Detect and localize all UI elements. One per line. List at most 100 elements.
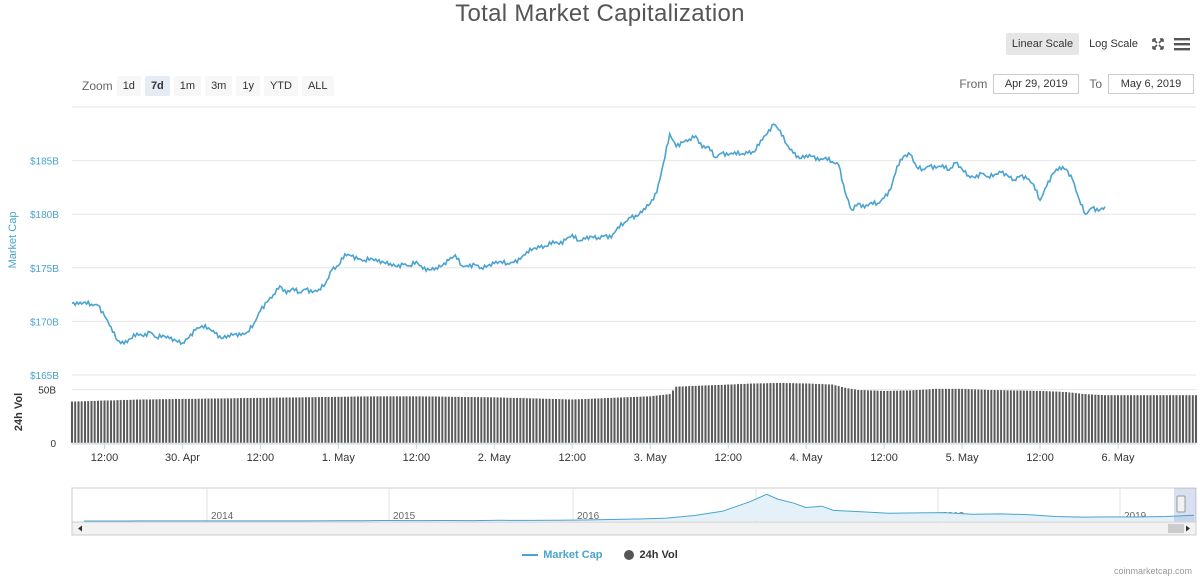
linear-scale-button[interactable]: Linear Scale — [1005, 33, 1080, 55]
volume-bar — [515, 397, 519, 444]
volume-bar — [967, 388, 971, 444]
volume-bar — [762, 382, 766, 444]
volume-bar — [294, 397, 298, 444]
volume-bar — [395, 395, 399, 444]
volume-bar — [544, 398, 548, 444]
volume-bar — [593, 398, 597, 444]
volume-bar — [434, 396, 438, 444]
zoom-1d-button[interactable]: 1d — [116, 76, 141, 96]
volume-tick-label: 50B — [38, 386, 56, 397]
navigator[interactable]: 201420152016201720182019 — [71, 487, 1197, 536]
zoom-ytd-button[interactable]: YTD — [263, 76, 298, 96]
zoom-all-button[interactable]: ALL — [301, 76, 334, 96]
navigator-scrollbar[interactable] — [71, 521, 1197, 536]
volume-bar — [847, 387, 850, 444]
legend-volume[interactable]: 24h Vol — [624, 549, 678, 561]
navigator-handle[interactable] — [1176, 495, 1186, 513]
scrollbar-thumb[interactable] — [1168, 524, 1184, 533]
x-tick-label: 12:00 — [403, 452, 431, 464]
volume-bar — [554, 398, 558, 444]
volume-bar — [450, 396, 454, 444]
volume-bar — [197, 398, 201, 444]
market-cap-chart[interactable]: $165B $170B $175B $180B $185B Market Cap 0 50… — [0, 0, 1200, 545]
x-tick-label: 4. May — [790, 452, 824, 464]
from-date-input[interactable]: Apr 29, 2019 — [993, 74, 1080, 94]
volume-bar — [684, 385, 688, 444]
volume-bar — [1048, 390, 1052, 444]
volume-bar — [219, 398, 223, 444]
zoom-1m-button[interactable]: 1m — [173, 76, 202, 96]
volume-bar — [827, 384, 831, 444]
volume-bar — [1110, 394, 1113, 444]
volume-bar — [476, 396, 480, 444]
volume-bar — [687, 385, 691, 444]
volume-bar — [193, 398, 197, 444]
volume-bar — [320, 396, 324, 444]
volume-bar — [304, 396, 308, 444]
volume-series-bars[interactable] — [70, 382, 1198, 444]
volume-bar — [129, 399, 132, 444]
volume-bar — [376, 395, 379, 444]
legend-market-cap[interactable]: Market Cap — [522, 549, 602, 561]
volume-bar — [453, 396, 457, 444]
volume-bar — [713, 384, 717, 444]
volume-bar — [525, 397, 529, 444]
volume-bar — [1093, 394, 1097, 444]
volume-bar — [821, 383, 824, 444]
volume-bar — [908, 390, 912, 444]
volume-bar — [385, 395, 389, 444]
volume-bar — [694, 385, 698, 444]
volume-bar — [892, 390, 896, 444]
volume-bar — [1136, 394, 1139, 444]
volume-bar — [1071, 392, 1075, 444]
volume-bar — [697, 385, 701, 444]
volume-bar — [619, 397, 623, 444]
volume-bar — [814, 383, 818, 444]
to-date-input[interactable]: May 6, 2019 — [1108, 74, 1194, 94]
volume-bar — [255, 397, 259, 444]
volume-bar — [460, 396, 464, 444]
scroll-left-icon[interactable] — [78, 525, 82, 532]
volume-bar — [259, 397, 262, 444]
zoom-label: Zoom — [82, 79, 113, 93]
volume-bar — [190, 398, 194, 444]
volume-bar — [726, 384, 730, 444]
volume-bar — [941, 388, 945, 444]
volume-bar — [739, 383, 743, 444]
scale-controls: Linear Scale Log Scale — [1005, 33, 1192, 55]
volume-bar — [470, 396, 473, 444]
volume-bar — [717, 384, 720, 444]
volume-bar — [1032, 390, 1036, 444]
market-cap-axis-title: Market Cap — [7, 212, 19, 269]
volume-bar — [704, 385, 707, 444]
volume-bar — [551, 398, 555, 444]
volume-bar — [840, 386, 844, 444]
volume-bar — [168, 398, 171, 444]
volume-bar — [580, 398, 584, 444]
x-tick-label: 6. May — [1102, 452, 1136, 464]
volume-bar — [899, 390, 902, 444]
x-tick-label: 12:00 — [91, 452, 119, 464]
zoom-3m-button[interactable]: 3m — [205, 76, 233, 96]
scroll-right-icon[interactable] — [1186, 525, 1190, 532]
navigator-line — [84, 493, 1195, 522]
volume-bar — [1103, 394, 1107, 444]
volume-bar — [174, 398, 178, 444]
zoom-7d-button[interactable]: 7d — [144, 76, 170, 96]
zoom-1y-button[interactable]: 1y — [236, 76, 260, 96]
volume-bar — [369, 396, 373, 444]
line-legend-icon — [522, 554, 539, 556]
volume-bar — [427, 396, 431, 444]
volume-bar — [606, 397, 610, 444]
volume-bar — [405, 395, 408, 444]
volume-bar — [1149, 394, 1152, 444]
fullscreen-icon[interactable] — [1148, 34, 1168, 54]
volume-bar — [970, 388, 974, 444]
menu-icon[interactable] — [1172, 34, 1192, 54]
market-cap-series-line[interactable] — [71, 123, 1106, 346]
volume-bar — [645, 396, 649, 444]
volume-bar — [957, 388, 961, 444]
volume-bar — [743, 383, 746, 444]
log-scale-button[interactable]: Log Scale — [1089, 38, 1138, 50]
volume-bar — [421, 396, 425, 444]
